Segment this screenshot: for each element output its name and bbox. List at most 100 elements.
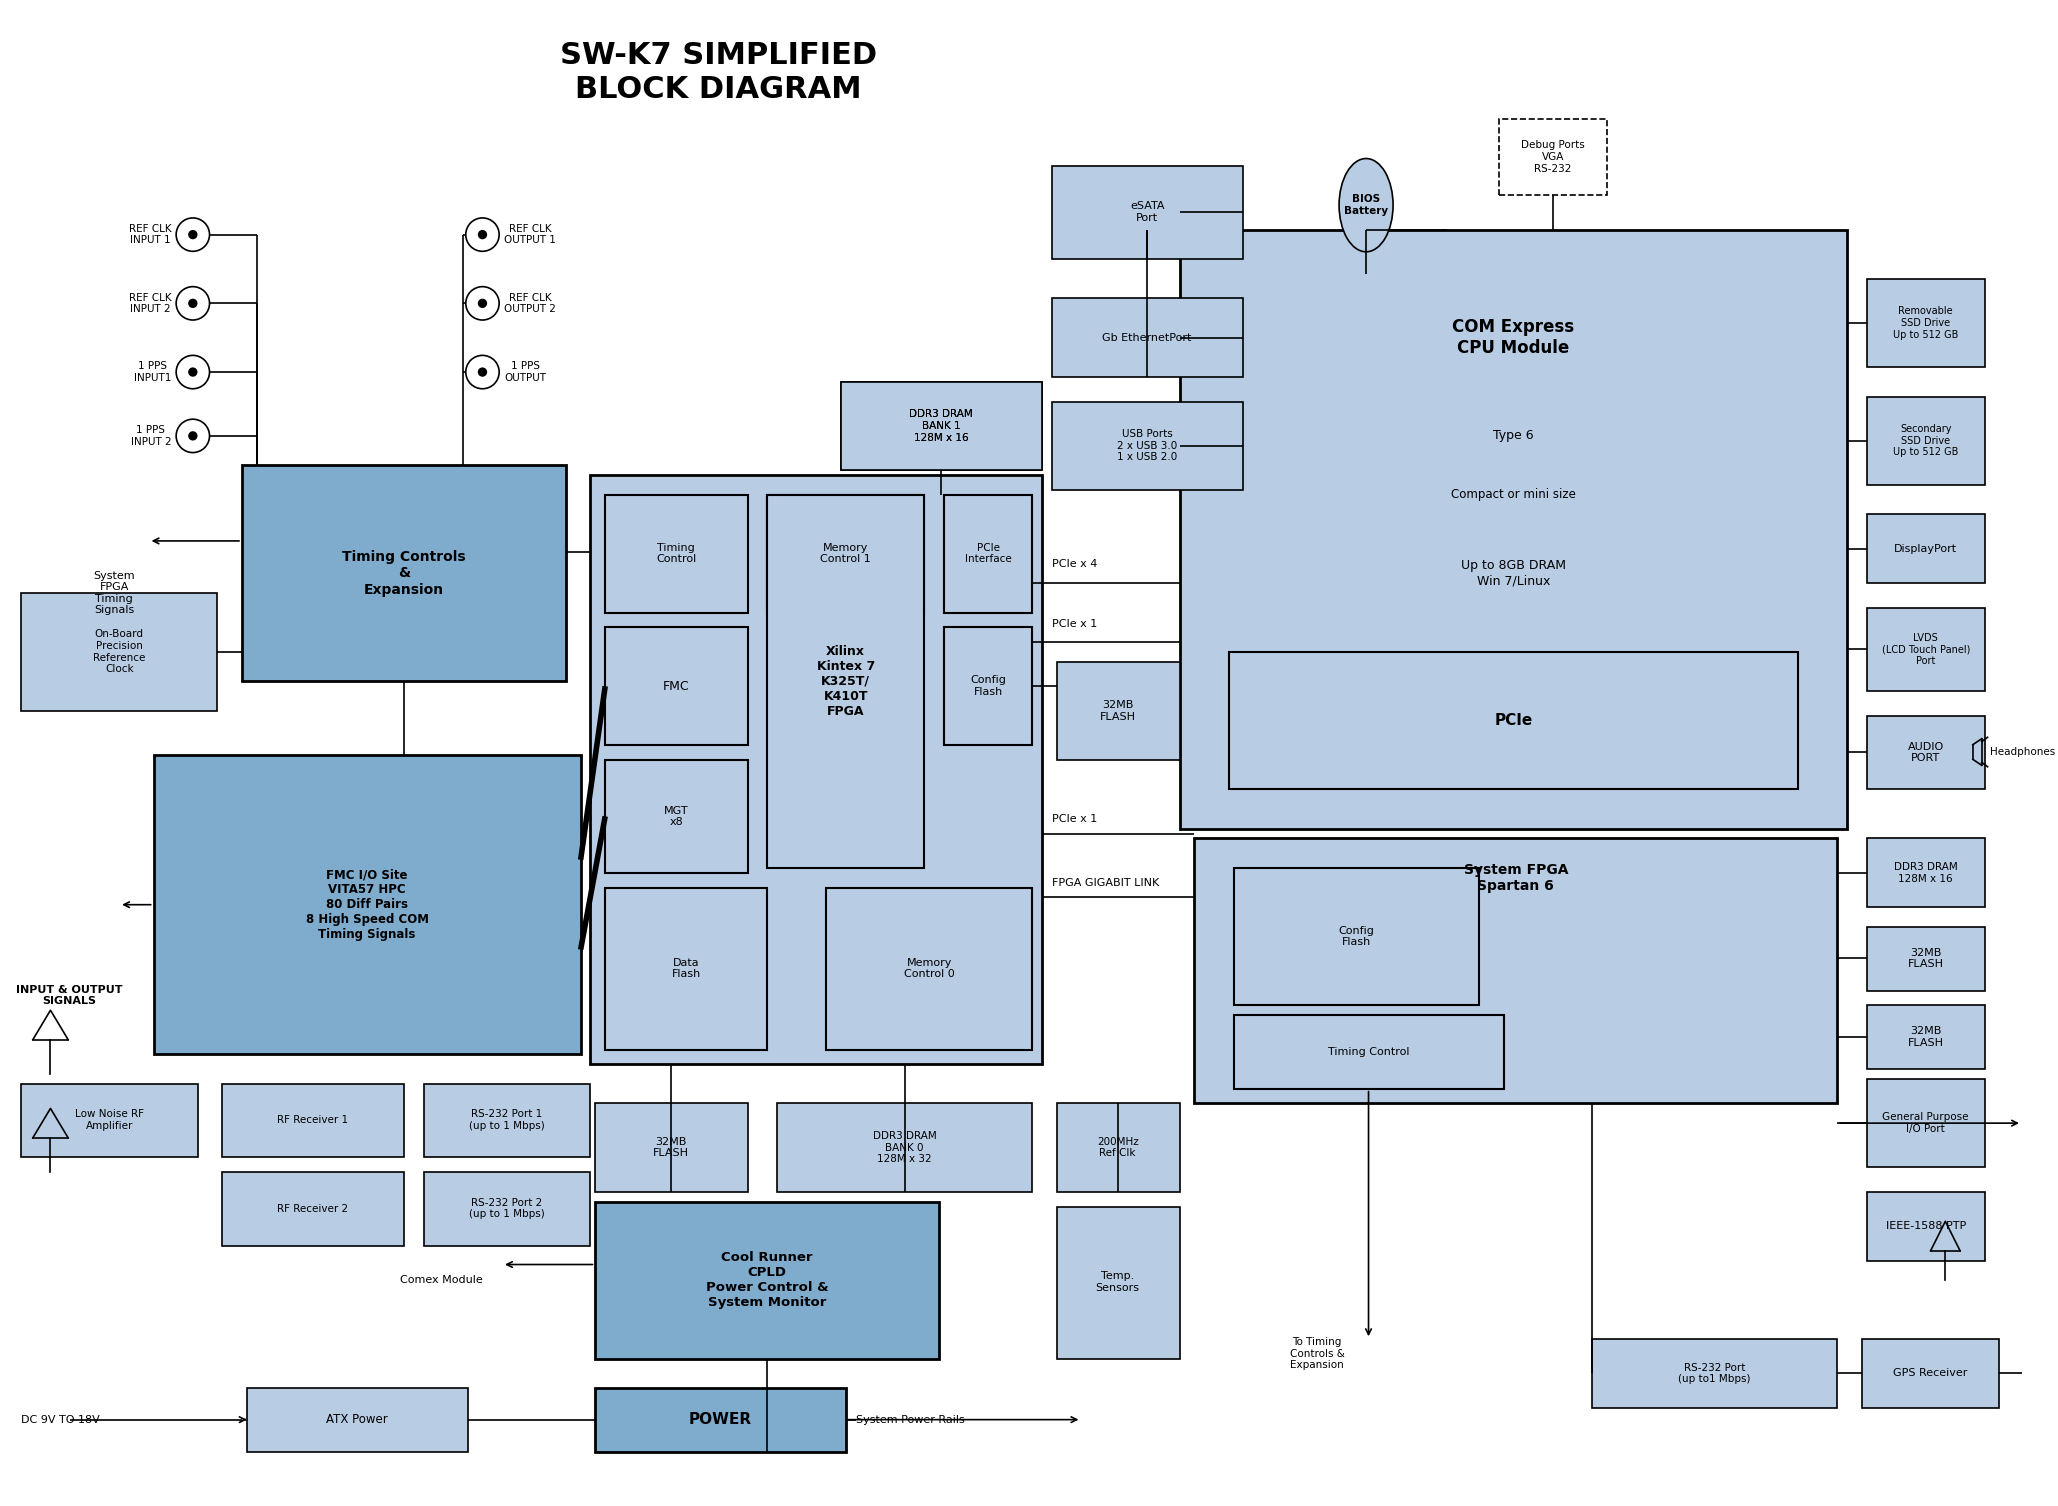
Text: PCIe
Interface: PCIe Interface <box>965 542 1010 565</box>
Text: Secondary
SSD Drive
Up to 512 GB: Secondary SSD Drive Up to 512 GB <box>1893 425 1959 458</box>
Circle shape <box>477 367 488 376</box>
FancyBboxPatch shape <box>1052 402 1243 489</box>
FancyBboxPatch shape <box>595 1202 938 1358</box>
FancyBboxPatch shape <box>605 495 747 613</box>
Circle shape <box>465 286 500 321</box>
FancyBboxPatch shape <box>945 628 1033 745</box>
Text: FMC: FMC <box>663 679 689 693</box>
FancyBboxPatch shape <box>605 887 768 1050</box>
Circle shape <box>465 218 500 252</box>
FancyBboxPatch shape <box>591 476 1041 1065</box>
Text: Data
Flash: Data Flash <box>671 958 702 979</box>
Text: PCIe x 1: PCIe x 1 <box>1052 813 1097 824</box>
FancyBboxPatch shape <box>154 755 580 1054</box>
Text: Removable
SSD Drive
Up to 512 GB: Removable SSD Drive Up to 512 GB <box>1893 306 1959 339</box>
Text: 1 PPS
INPUT1: 1 PPS INPUT1 <box>134 361 171 383</box>
FancyBboxPatch shape <box>945 495 1033 613</box>
FancyBboxPatch shape <box>21 1084 198 1158</box>
FancyBboxPatch shape <box>768 495 924 867</box>
Text: MGT
x8: MGT x8 <box>665 806 689 827</box>
Text: eSATA
Port: eSATA Port <box>1130 202 1165 223</box>
Text: 32MB
FLASH: 32MB FLASH <box>1908 947 1943 970</box>
FancyBboxPatch shape <box>1862 1339 1998 1408</box>
Text: PCIe x 1: PCIe x 1 <box>1052 619 1097 630</box>
FancyBboxPatch shape <box>1593 1339 1838 1408</box>
Text: PCIe: PCIe <box>1494 714 1533 727</box>
Text: System
FPGA
Timing
Signals: System FPGA Timing Signals <box>93 571 136 616</box>
Text: 200MHz
Ref Clk: 200MHz Ref Clk <box>1097 1137 1138 1158</box>
Text: DDR3 DRAM
BANK 1
128M x 16: DDR3 DRAM BANK 1 128M x 16 <box>910 410 973 443</box>
Text: LVDS
(LCD Touch Panel)
Port: LVDS (LCD Touch Panel) Port <box>1881 633 1970 666</box>
Text: COM Express
CPU Module: COM Express CPU Module <box>1453 318 1574 357</box>
Text: System FPGA
Spartan 6: System FPGA Spartan 6 <box>1463 863 1568 893</box>
Text: REF CLK
INPUT 1: REF CLK INPUT 1 <box>128 224 171 245</box>
Text: FPGA GIGABIT LINK: FPGA GIGABIT LINK <box>1052 878 1159 887</box>
FancyBboxPatch shape <box>222 1172 403 1245</box>
Text: GPS Receiver: GPS Receiver <box>1893 1369 1967 1378</box>
Text: On-Board
Precision
Reference
Clock: On-Board Precision Reference Clock <box>93 630 146 675</box>
FancyBboxPatch shape <box>778 1104 1033 1191</box>
Text: General Purpose
I/O Port: General Purpose I/O Port <box>1883 1113 1970 1134</box>
Text: 32MB
FLASH: 32MB FLASH <box>652 1137 689 1158</box>
Text: REF CLK
INPUT 2: REF CLK INPUT 2 <box>128 292 171 315</box>
FancyBboxPatch shape <box>1179 230 1848 828</box>
Text: IEEE-1588 PTP: IEEE-1588 PTP <box>1885 1221 1965 1232</box>
Text: Compact or mini size: Compact or mini size <box>1451 488 1576 501</box>
Text: Type 6: Type 6 <box>1492 429 1533 443</box>
Text: To Timing
Controls &
Expansion: To Timing Controls & Expansion <box>1290 1337 1344 1370</box>
Text: RS-232 Port
(up to1 Mbps): RS-232 Port (up to1 Mbps) <box>1679 1363 1751 1384</box>
Text: DDR3 DRAM
BANK 1
128M x 16: DDR3 DRAM BANK 1 128M x 16 <box>910 410 973 443</box>
Text: POWER: POWER <box>689 1413 751 1428</box>
FancyBboxPatch shape <box>595 1389 846 1452</box>
FancyBboxPatch shape <box>842 383 1041 470</box>
Circle shape <box>177 419 210 453</box>
Text: Headphones: Headphones <box>1990 747 2054 758</box>
Text: Config
Flash: Config Flash <box>969 675 1006 697</box>
Text: USB Ports
2 x USB 3.0
1 x USB 2.0: USB Ports 2 x USB 3.0 1 x USB 2.0 <box>1117 429 1177 462</box>
FancyBboxPatch shape <box>595 1104 747 1191</box>
FancyBboxPatch shape <box>825 887 1033 1050</box>
FancyBboxPatch shape <box>424 1172 591 1245</box>
Text: RF Receiver 1: RF Receiver 1 <box>278 1114 348 1125</box>
Text: REF CLK
OUTPUT 2: REF CLK OUTPUT 2 <box>504 292 556 315</box>
Text: Comex Module: Comex Module <box>399 1276 482 1285</box>
Text: DisplayPort: DisplayPort <box>1893 544 1957 554</box>
FancyBboxPatch shape <box>424 1084 591 1158</box>
Text: Gb EthernetPort: Gb EthernetPort <box>1103 333 1192 343</box>
FancyBboxPatch shape <box>1052 298 1243 376</box>
Text: 1 PPS
INPUT 2: 1 PPS INPUT 2 <box>130 425 171 447</box>
Text: DC 9V TO 18V: DC 9V TO 18V <box>21 1414 99 1425</box>
FancyBboxPatch shape <box>1058 661 1179 761</box>
Text: Xilinx
Kintex 7
K325T/
K410T
FPGA: Xilinx Kintex 7 K325T/ K410T FPGA <box>817 645 875 718</box>
FancyBboxPatch shape <box>1233 867 1480 1006</box>
FancyBboxPatch shape <box>1867 926 1984 991</box>
Text: DDR3 DRAM
BANK 0
128M x 32: DDR3 DRAM BANK 0 128M x 32 <box>873 1131 936 1164</box>
Text: Config
Flash: Config Flash <box>1338 926 1375 947</box>
Text: 32MB
FLASH: 32MB FLASH <box>1099 700 1136 721</box>
Circle shape <box>177 218 210 252</box>
Text: Timing Controls
&
Expansion: Timing Controls & Expansion <box>342 550 465 596</box>
FancyBboxPatch shape <box>1867 1078 1984 1167</box>
Text: Temp.
Sensors: Temp. Sensors <box>1095 1271 1140 1294</box>
Text: SW-K7 SIMPLIFIED
BLOCK DIAGRAM: SW-K7 SIMPLIFIED BLOCK DIAGRAM <box>560 41 877 104</box>
FancyBboxPatch shape <box>1058 1206 1179 1358</box>
Circle shape <box>187 431 198 441</box>
FancyBboxPatch shape <box>1867 515 1984 583</box>
Text: DDR3 DRAM
128M x 16: DDR3 DRAM 128M x 16 <box>1893 861 1957 884</box>
FancyBboxPatch shape <box>1867 715 1984 789</box>
Text: INPUT & OUTPUT
SIGNALS: INPUT & OUTPUT SIGNALS <box>16 985 123 1006</box>
Text: Debug Ports
VGA
RS-232: Debug Ports VGA RS-232 <box>1521 140 1585 173</box>
FancyBboxPatch shape <box>243 465 566 681</box>
Circle shape <box>187 367 198 376</box>
FancyBboxPatch shape <box>1229 652 1799 789</box>
Text: System Power Rails: System Power Rails <box>856 1414 965 1425</box>
Circle shape <box>477 298 488 309</box>
FancyBboxPatch shape <box>1233 1015 1504 1089</box>
Text: REF CLK
OUTPUT 1: REF CLK OUTPUT 1 <box>504 224 556 245</box>
Circle shape <box>465 355 500 389</box>
Text: Timing
Control: Timing Control <box>657 542 696 565</box>
Circle shape <box>187 298 198 309</box>
FancyBboxPatch shape <box>605 628 747 745</box>
Ellipse shape <box>1340 158 1393 252</box>
FancyBboxPatch shape <box>1058 1104 1179 1191</box>
